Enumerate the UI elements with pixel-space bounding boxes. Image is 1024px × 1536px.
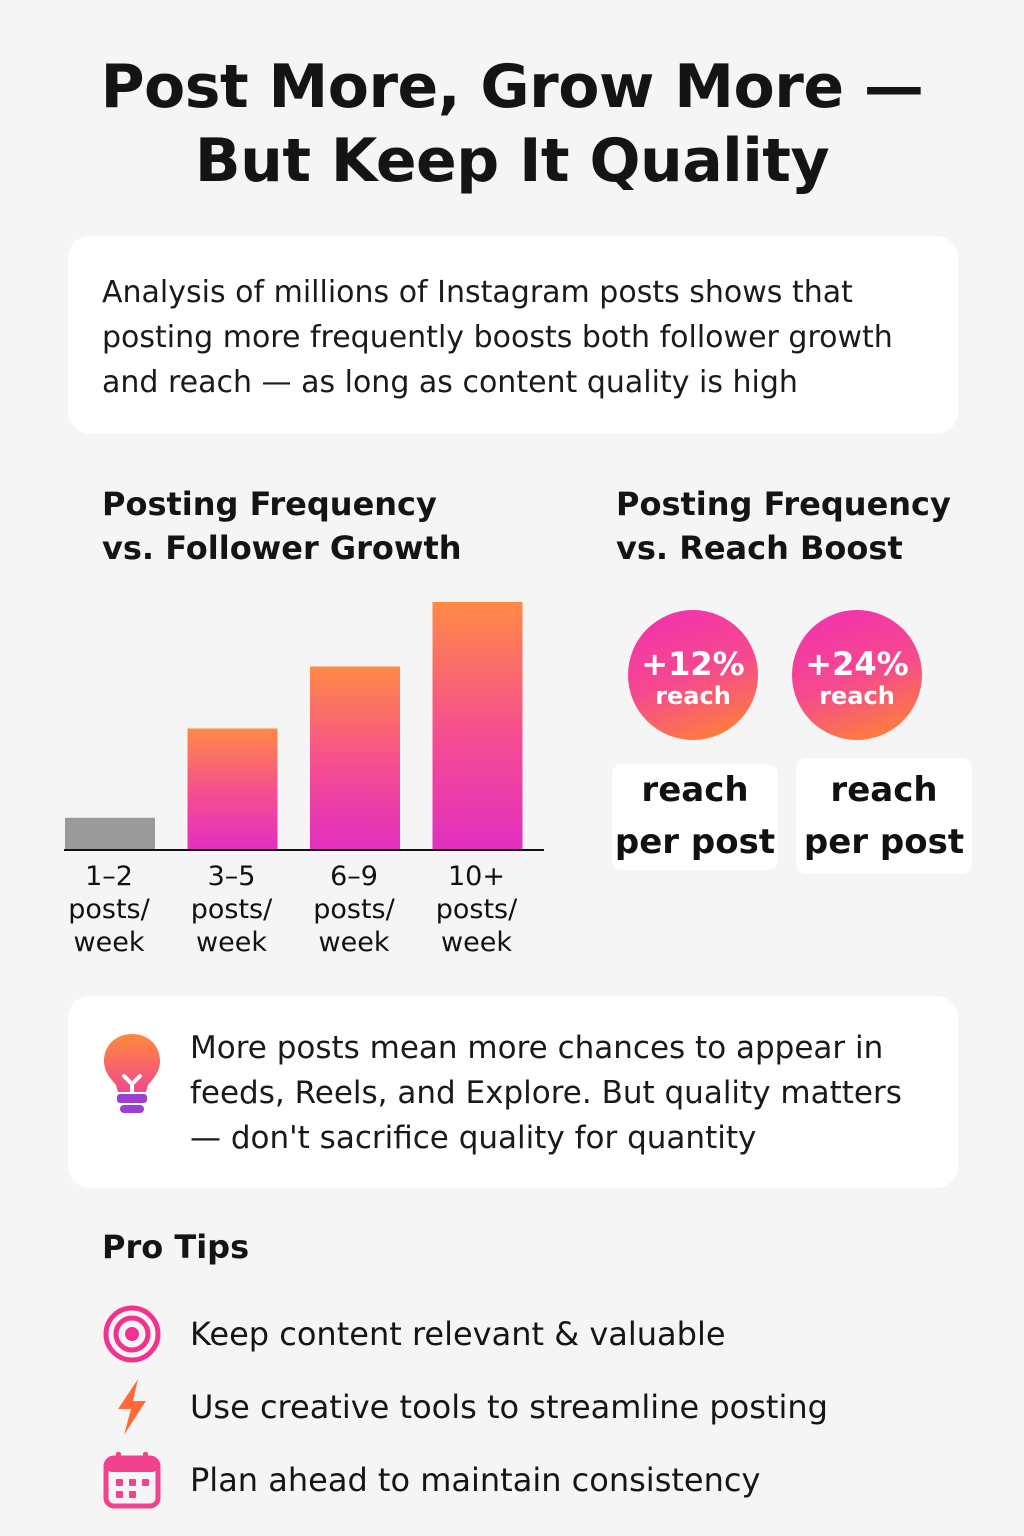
bar-4 xyxy=(432,602,523,850)
tip-text: Plan ahead to maintain consistency xyxy=(190,1461,761,1499)
x-tick-label-line: week xyxy=(441,927,512,958)
tip-item: Use creative tools to streamline posting xyxy=(100,1377,960,1437)
page-title: Post More, Grow More — But Keep It Quali… xyxy=(0,50,1024,198)
intro-card: Analysis of millions of Instagram posts … xyxy=(68,236,958,434)
x-tick-label-line: posts/ xyxy=(68,894,150,925)
bar-2 xyxy=(187,728,278,850)
x-tick-label-line: week xyxy=(74,927,145,958)
reach-bubble-label: reach xyxy=(655,682,731,710)
reach-caption-line-1: reach xyxy=(830,770,938,810)
insight-card: More posts mean more chances to appear i… xyxy=(68,996,958,1188)
bar-1 xyxy=(65,817,155,850)
x-tick-label-line: posts/ xyxy=(191,894,273,925)
page-title-line-2: But Keep It Quality xyxy=(194,126,830,196)
reach-caption-line-2: per post xyxy=(803,822,965,862)
x-tick-label-line: week xyxy=(319,927,390,958)
x-tick-label-line: 1–2 xyxy=(85,861,133,892)
reach-caption-1: reach per post xyxy=(612,764,778,870)
reach-caption-line-2: per post xyxy=(614,822,776,862)
tip-text: Use creative tools to streamline posting xyxy=(190,1388,828,1426)
reach-bubble-24: +24% reach xyxy=(792,610,922,740)
x-tick-label: 1–2 posts/week xyxy=(68,861,150,958)
reach-caption-line-1: reach xyxy=(641,770,749,810)
x-tick-label-line: posts/ xyxy=(436,894,518,925)
x-tick-label: 3–5 posts/week xyxy=(191,861,273,958)
reach-chart-title-line-1: Posting Frequency xyxy=(616,485,951,523)
bar-3 xyxy=(310,666,400,850)
lightning-icon xyxy=(118,1379,146,1435)
tip-text: Keep content relevant & valuable xyxy=(190,1315,726,1353)
reach-bubble-value: +12% xyxy=(641,645,745,683)
x-tick-label-line: week xyxy=(196,927,267,958)
calendar-icon xyxy=(103,1452,161,1509)
x-tick-label-line: 3–5 xyxy=(208,861,256,892)
reach-bubble-value: +24% xyxy=(805,645,909,683)
insight-text: More posts mean more chances to appear i… xyxy=(190,1030,902,1156)
reach-chart-title: Posting Frequency vs. Reach Boost xyxy=(616,482,951,570)
x-tick-label: 6–9 posts/week xyxy=(313,861,395,958)
x-tick-label-line: 10+ xyxy=(448,861,505,892)
x-tick-label-line: posts/ xyxy=(313,894,395,925)
pro-tips-heading: Pro Tips xyxy=(102,1228,250,1266)
x-tick-label: 10+ posts/week xyxy=(436,861,518,958)
tip-item: Keep content relevant & valuable xyxy=(100,1304,960,1364)
growth-chart-title-line-1: Posting Frequency xyxy=(102,485,437,523)
reach-chart-title-line-2: vs. Reach Boost xyxy=(616,529,903,567)
reach-caption-2: reach per post xyxy=(796,758,972,874)
reach-bubble-label: reach xyxy=(819,682,895,710)
x-tick-label-line: 6–9 xyxy=(330,861,378,892)
growth-chart-title: Posting Frequency vs. Follower Growth xyxy=(102,482,462,570)
page-title-line-1: Post More, Grow More — xyxy=(100,52,924,122)
growth-chart-title-line-2: vs. Follower Growth xyxy=(102,529,462,567)
intro-text: Analysis of millions of Instagram posts … xyxy=(102,275,893,400)
lightbulb-icon xyxy=(104,1034,160,1113)
tip-item: Plan ahead to maintain consistency xyxy=(100,1450,960,1510)
reach-bubble-12: +12% reach xyxy=(628,610,758,740)
target-icon xyxy=(103,1305,161,1363)
